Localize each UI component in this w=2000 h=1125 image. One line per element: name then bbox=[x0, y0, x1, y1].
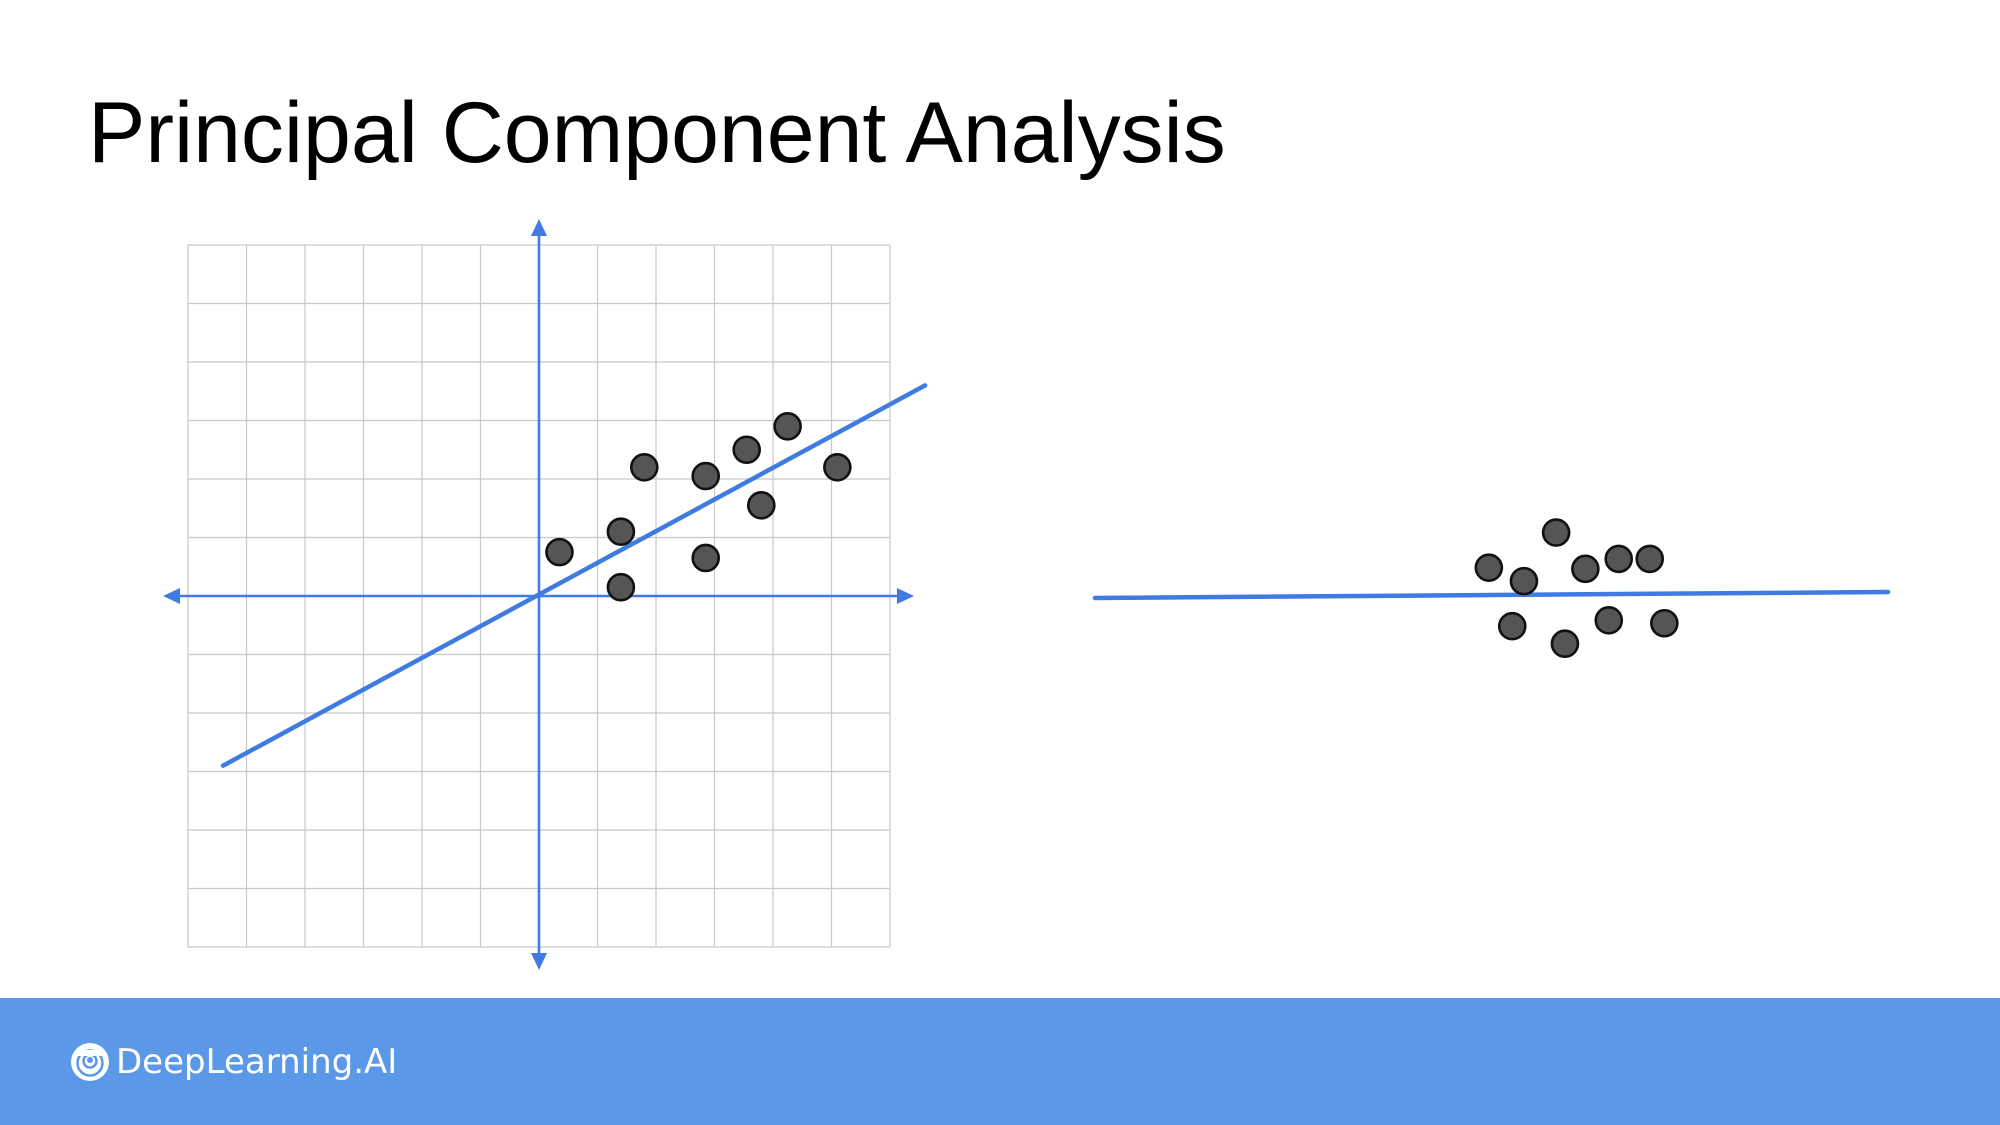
data-points bbox=[545, 412, 852, 602]
data-point bbox=[629, 452, 659, 482]
data-point bbox=[732, 435, 761, 465]
y-axis-bottom-arrowhead bbox=[531, 953, 547, 970]
data-point bbox=[606, 517, 636, 546]
projected-point bbox=[1650, 608, 1679, 638]
data-point bbox=[773, 412, 802, 441]
projected-point bbox=[1594, 606, 1624, 635]
projected-point bbox=[1509, 566, 1539, 596]
projected-point bbox=[1474, 553, 1504, 582]
slide-title: Principal Component Analysis bbox=[88, 85, 1226, 181]
data-point bbox=[823, 452, 852, 482]
projected-points bbox=[1474, 518, 1679, 659]
projected-point bbox=[1541, 518, 1571, 547]
data-point bbox=[606, 572, 636, 602]
projected-data-plot bbox=[1092, 518, 1891, 659]
x-axis-right-arrowhead bbox=[897, 588, 914, 604]
principal-component-line bbox=[220, 383, 928, 768]
projected-point bbox=[1571, 554, 1600, 584]
pca-figure bbox=[163, 219, 1891, 970]
projected-point bbox=[1604, 544, 1634, 574]
original-data-plot bbox=[163, 219, 928, 970]
data-point bbox=[545, 537, 574, 567]
y-axis-top-arrowhead bbox=[531, 219, 547, 236]
data-point bbox=[691, 543, 721, 573]
footer-bar bbox=[0, 998, 2000, 1125]
deeplearning-logo-icon bbox=[71, 1043, 109, 1081]
projected-point bbox=[1550, 629, 1580, 659]
projected-point bbox=[1635, 544, 1665, 574]
brand: DeepLearning.AI bbox=[70, 1040, 397, 1084]
projection-axis-line bbox=[1092, 589, 1891, 601]
brand-name: DeepLearning.AI bbox=[116, 1042, 398, 1082]
data-point bbox=[691, 461, 721, 491]
data-point bbox=[746, 491, 776, 520]
x-axis-left-arrowhead bbox=[163, 588, 180, 604]
projected-point bbox=[1497, 611, 1527, 641]
